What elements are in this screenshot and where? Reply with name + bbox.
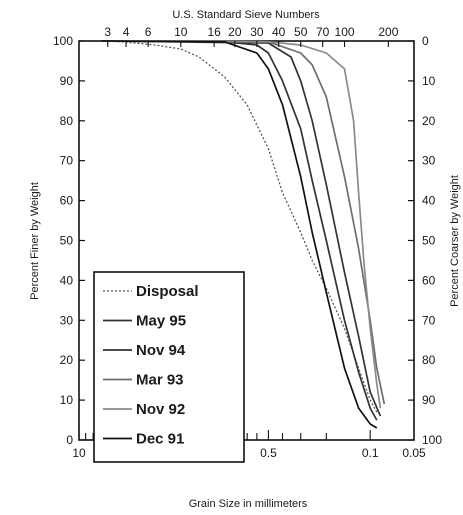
y-axis-title-right: Percent Coarser by Weight — [449, 175, 461, 307]
sieve-tick-label: 20 — [228, 25, 242, 39]
x-tick-label: 0.05 — [402, 446, 426, 460]
series-line-mar-93 — [101, 40, 386, 405]
y-tick-label-left: 30 — [60, 313, 74, 327]
sieve-tick-label: 40 — [272, 25, 286, 39]
legend-box — [93, 271, 245, 463]
series-line-dec-91 — [101, 40, 378, 429]
series-lines — [101, 40, 386, 429]
y-tick-label-right: 40 — [422, 194, 436, 208]
y-tick-label-left: 70 — [60, 154, 74, 168]
x-tick-label: 0.5 — [260, 446, 277, 460]
y-tick-label-right: 0 — [422, 34, 429, 48]
sieve-tick-label: 4 — [123, 25, 130, 39]
sieve-tick-label: 16 — [207, 25, 221, 39]
y-tick-label-right: 30 — [422, 154, 436, 168]
sieve-tick-label: 6 — [145, 25, 152, 39]
series-line-nov-92 — [101, 40, 382, 409]
sieve-tick-label: 70 — [316, 25, 330, 39]
legend: Disposal May 95 Nov 94 Mar 93 Nov 92 Dec 91 — [93, 271, 245, 463]
y-axis-title-left: Percent Finer by Weight — [29, 182, 41, 300]
y-tick-label-right: 90 — [422, 393, 436, 407]
legend-label-nov-92: Nov 92 — [136, 401, 185, 418]
x-tick-label: 0.1 — [362, 446, 379, 460]
sieve-tick-label: 10 — [174, 25, 188, 39]
legend-label-dec-91: Dec 91 — [136, 431, 184, 448]
y-tick-label-left: 20 — [60, 353, 74, 367]
sieve-tick-label: 50 — [294, 25, 308, 39]
legend-label-nov-94: Nov 94 — [136, 342, 186, 359]
y-tick-label-left: 60 — [60, 194, 74, 208]
y-tick-label-right: 70 — [422, 313, 436, 327]
y-tick-label-left: 90 — [60, 74, 74, 88]
legend-label-disposal: Disposal — [136, 283, 199, 300]
x-tick-label: 10 — [72, 446, 86, 460]
y-tick-label-right: 10 — [422, 74, 436, 88]
y-tick-label-left: 0 — [66, 433, 73, 447]
sieve-tick-label: 200 — [378, 25, 398, 39]
top-axis-title: U.S. Standard Sieve Numbers — [172, 9, 320, 21]
sieve-tick-label: 30 — [250, 25, 264, 39]
legend-label-may-95: May 95 — [136, 313, 186, 330]
y-tick-label-left: 40 — [60, 273, 74, 287]
x-axis-title: Grain Size in millimeters — [189, 498, 308, 510]
series-line-nov-94 — [101, 40, 382, 417]
y-tick-label-right: 60 — [422, 273, 436, 287]
y-tick-label-left: 80 — [60, 114, 74, 128]
y-tick-label-right: 20 — [422, 114, 436, 128]
y-tick-label-right: 100 — [422, 433, 442, 447]
y-tick-label-right: 80 — [422, 353, 436, 367]
y-tick-label-right: 50 — [422, 234, 436, 248]
y-tick-label-left: 10 — [60, 393, 74, 407]
sieve-tick-label: 100 — [335, 25, 355, 39]
y-tick-label-left: 50 — [60, 234, 74, 248]
legend-label-mar-93: Mar 93 — [136, 372, 184, 389]
sieve-tick-label: 3 — [104, 25, 111, 39]
series-line-may-95 — [101, 40, 378, 421]
y-tick-label-left: 100 — [53, 34, 73, 48]
